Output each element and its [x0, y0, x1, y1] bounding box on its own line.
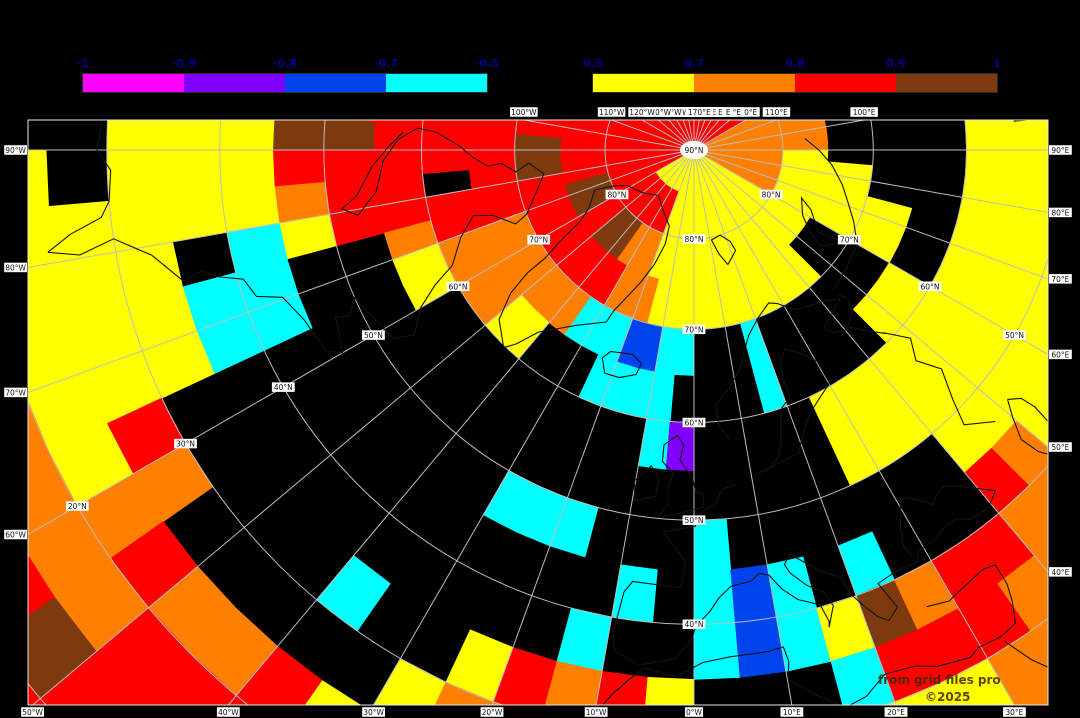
longitude-label: 80°W [5, 263, 26, 272]
longitude-label: 20°W [482, 708, 503, 717]
colorbar-negative-tick-label: -0.9 [171, 57, 197, 70]
longitude-label: 110°W [599, 108, 625, 117]
longitude-label: 90°W [5, 146, 26, 155]
longitude-label: 30°W [363, 708, 384, 717]
latitude-label: 60°N [685, 419, 704, 428]
longitude-label: 100°E [853, 108, 876, 117]
longitude-label: 80°E [1051, 208, 1069, 217]
longitude-label: 90°E [1051, 146, 1069, 155]
colorbar-positive-segment-1 [694, 74, 795, 92]
colorbar-negative: -1 -0.9 -0.8 -0.7 -0.5 [77, 57, 499, 93]
latitude-label: 40°N [685, 620, 704, 629]
colorbar-negative-segment-1 [184, 74, 285, 92]
colorbar-positive: 0.5 0.7 0.8 0.9 1 [583, 57, 1001, 93]
latitude-label: 60°N [921, 282, 940, 291]
longitude-label: 70°W [5, 388, 26, 397]
longitude-label: 10°E [783, 708, 801, 717]
latitude-label: 50°N [1005, 331, 1024, 340]
latitude-label: 80°N [762, 190, 781, 199]
longitude-label: 170°E [688, 108, 711, 117]
longitude-label: 70°E [1051, 275, 1069, 284]
latitude-label: 80°N [607, 190, 626, 199]
latitude-label: 70°N [529, 236, 548, 245]
latitude-label: 70°N [840, 236, 859, 245]
longitude-label: 110°E [765, 108, 788, 117]
colorbar-positive-segment-0 [593, 74, 694, 92]
colorbar-positive-tick-label: 0.7 [684, 57, 704, 70]
longitude-label: 130°W [646, 108, 672, 117]
colorbar-positive-tick-label: 1 [993, 57, 1001, 70]
colorbar-negative-tick-label: -0.8 [272, 57, 298, 70]
longitude-label: 120°W [629, 108, 655, 117]
latitude-label: 50°N [685, 516, 704, 525]
longitude-label: 60°E [1051, 350, 1069, 359]
latitude-label: 40°N [274, 383, 293, 392]
colorbar-positive-tick-label: 0.5 [583, 57, 603, 70]
latitude-label: 80°N [685, 235, 704, 244]
longitude-label: 40°W [218, 708, 239, 717]
latitude-label: 70°N [685, 325, 704, 334]
colorbar-negative-tick-label: -1 [76, 57, 90, 70]
latitude-label: 50°N [364, 331, 383, 340]
longitude-label: 50°W [22, 708, 43, 717]
latitude-label: 60°N [449, 282, 468, 291]
colorbar-negative-segment-3 [386, 74, 487, 92]
latitude-label: 20°N [68, 502, 87, 511]
colorbar-positive-tick-label: 0.9 [886, 57, 906, 70]
latitude-label: 30°N [176, 440, 195, 449]
longitude-label: 10°W [586, 708, 607, 717]
colorbar-positive-tick-label: 0.8 [785, 57, 805, 70]
longitude-label: 120°E [735, 108, 758, 117]
longitude-label: 50°E [1051, 443, 1069, 452]
longitude-label: 100°W [511, 108, 537, 117]
colorbar-negative-segment-0 [83, 74, 184, 92]
graticule-labels: 80°N 70°N 60°N 50°N 40°N 30°N 20°N 80°N 70°N 60°N… [4, 107, 1072, 717]
longitude-label: 60°W [5, 531, 26, 540]
pole-label: 90°N [685, 146, 704, 155]
watermark-credit-text: from grid files pro [878, 673, 1001, 687]
colorbar-negative-tick-label: -0.5 [474, 57, 500, 70]
colorbar-negative-segment-2 [285, 74, 386, 92]
longitude-label: 40°E [1051, 568, 1069, 577]
colorbar-positive-segment-2 [795, 74, 896, 92]
longitude-label: 20°E [887, 708, 905, 717]
colorbar-positive-segment-3 [896, 74, 997, 92]
watermark-copyright-text: ©2025 [925, 690, 970, 704]
longitude-label: 0°W [686, 708, 703, 717]
colorbar-negative-tick-label: -0.7 [373, 57, 399, 70]
longitude-label: 30°E [1005, 708, 1023, 717]
